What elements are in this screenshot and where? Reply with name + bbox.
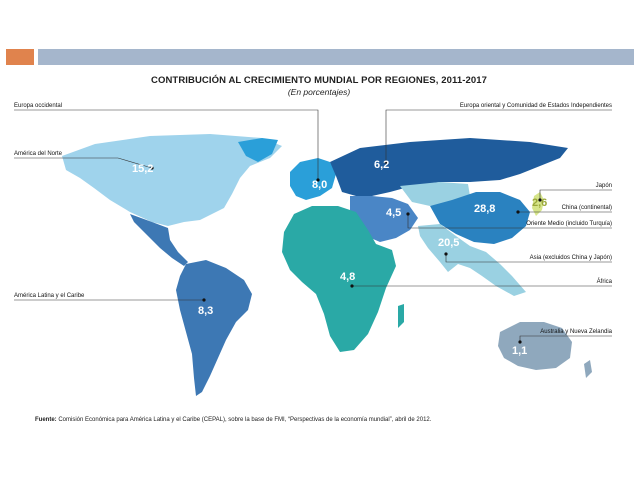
header-accent-square [6, 49, 34, 65]
leader-lines [14, 109, 612, 342]
label-europa-occidental: Europa occidental [14, 103, 62, 109]
region-greenland [238, 138, 278, 162]
value-europa-occidental: 8,0 [312, 179, 327, 191]
label-australia: Australia y Nueva Zelandia [540, 329, 612, 335]
source-text: Comisión Económica para América Latina y… [58, 417, 432, 423]
region-europa-occidental [290, 158, 336, 200]
region-america-norte [62, 134, 282, 226]
region-europa-oriental [330, 138, 568, 196]
value-oriente-medio: 4,5 [386, 207, 401, 219]
region-sudamerica [176, 260, 252, 396]
label-africa: África [597, 278, 613, 285]
label-america-norte: América del Norte [14, 151, 63, 157]
header-bar [38, 49, 634, 65]
value-japon: 2,6 [532, 197, 547, 209]
world-map: Europa occidental América del Norte Amér… [14, 103, 613, 396]
value-america-norte: 15,2 [132, 163, 153, 175]
region-africa [282, 206, 396, 352]
region-japon [532, 192, 544, 216]
label-china: China (continental) [562, 205, 612, 211]
value-africa: 4,8 [340, 271, 355, 283]
label-japon: Japón [596, 183, 612, 189]
source-prefix: Fuente: [35, 417, 57, 423]
region-nueva-zelandia [584, 360, 592, 378]
label-asia: Asia (excluidos China y Japón) [530, 255, 612, 261]
value-china: 28,8 [474, 203, 495, 215]
source-note: Fuente: Comisión Económica para América … [35, 417, 625, 423]
region-australia [498, 322, 572, 370]
value-asia: 20,5 [438, 237, 459, 249]
region-madagascar [398, 304, 404, 328]
chart-title: CONTRIBUCIÓN AL CRECIMIENTO MUNDIAL POR … [151, 75, 487, 86]
chart-subtitle: (En porcentajes) [287, 87, 351, 97]
region-centroamerica [130, 214, 188, 266]
region-asia [418, 224, 526, 296]
value-america-latina: 8,3 [198, 305, 213, 317]
value-europa-oriental: 6,2 [374, 159, 389, 171]
leader-dots [150, 160, 542, 344]
label-oriente-medio: Oriente Medio (incluido Turquía) [526, 221, 612, 227]
label-america-latina: América Latina y el Caribe [14, 293, 85, 299]
region-china [430, 192, 530, 244]
label-europa-oriental: Europa oriental y Comunidad de Estados I… [460, 103, 612, 109]
value-australia: 1,1 [512, 345, 527, 357]
